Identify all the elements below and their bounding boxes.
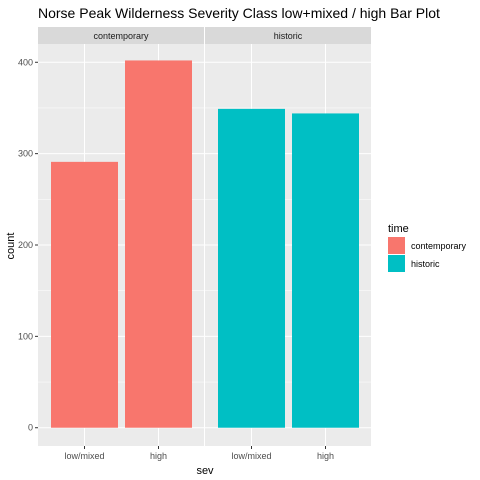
legend-swatch-historic: [388, 255, 405, 272]
legend-label-contemporary: contemporary: [411, 241, 467, 251]
y-tick-label: 400: [18, 57, 33, 67]
x-tick-label: high: [150, 451, 167, 461]
y-tick-label: 300: [18, 149, 33, 159]
bar-historic-low-mixed: [218, 108, 285, 428]
facet-strip: [38, 27, 204, 44]
facet-strip-label: historic: [274, 31, 303, 41]
facet-panel-contemporary: contemporary low/mixed high: [38, 27, 204, 461]
x-tick-label: low/mixed: [231, 451, 271, 461]
x-tick-label: high: [317, 451, 334, 461]
facet-panels: contemporary low/mixed high historic low/mix…: [18, 27, 371, 461]
y-tick-label: 0: [28, 423, 33, 433]
x-axis-title: sev: [196, 465, 214, 477]
facet-strip-label: contemporary: [93, 31, 149, 41]
bar-contemporary-low-mixed: [51, 161, 118, 428]
chart-title: Norse Peak Wilderness Severity Class low…: [38, 5, 440, 21]
x-tick-label: low/mixed: [64, 451, 104, 461]
facet-strip: [205, 27, 371, 44]
legend-swatch-contemporary: [388, 237, 405, 254]
y-axis-title: count: [5, 233, 17, 260]
legend-label-historic: historic: [411, 259, 440, 269]
legend-title: time: [388, 223, 409, 235]
y-tick-label: 200: [18, 240, 33, 250]
y-axis: 0 100 200 300 400: [18, 57, 38, 433]
bar-contemporary-high: [125, 60, 192, 428]
legend: time contemporary historic: [388, 223, 467, 272]
y-tick-label: 100: [18, 331, 33, 341]
bar-historic-high: [292, 113, 359, 428]
facet-panel-historic: historic low/mixed high: [205, 27, 371, 461]
